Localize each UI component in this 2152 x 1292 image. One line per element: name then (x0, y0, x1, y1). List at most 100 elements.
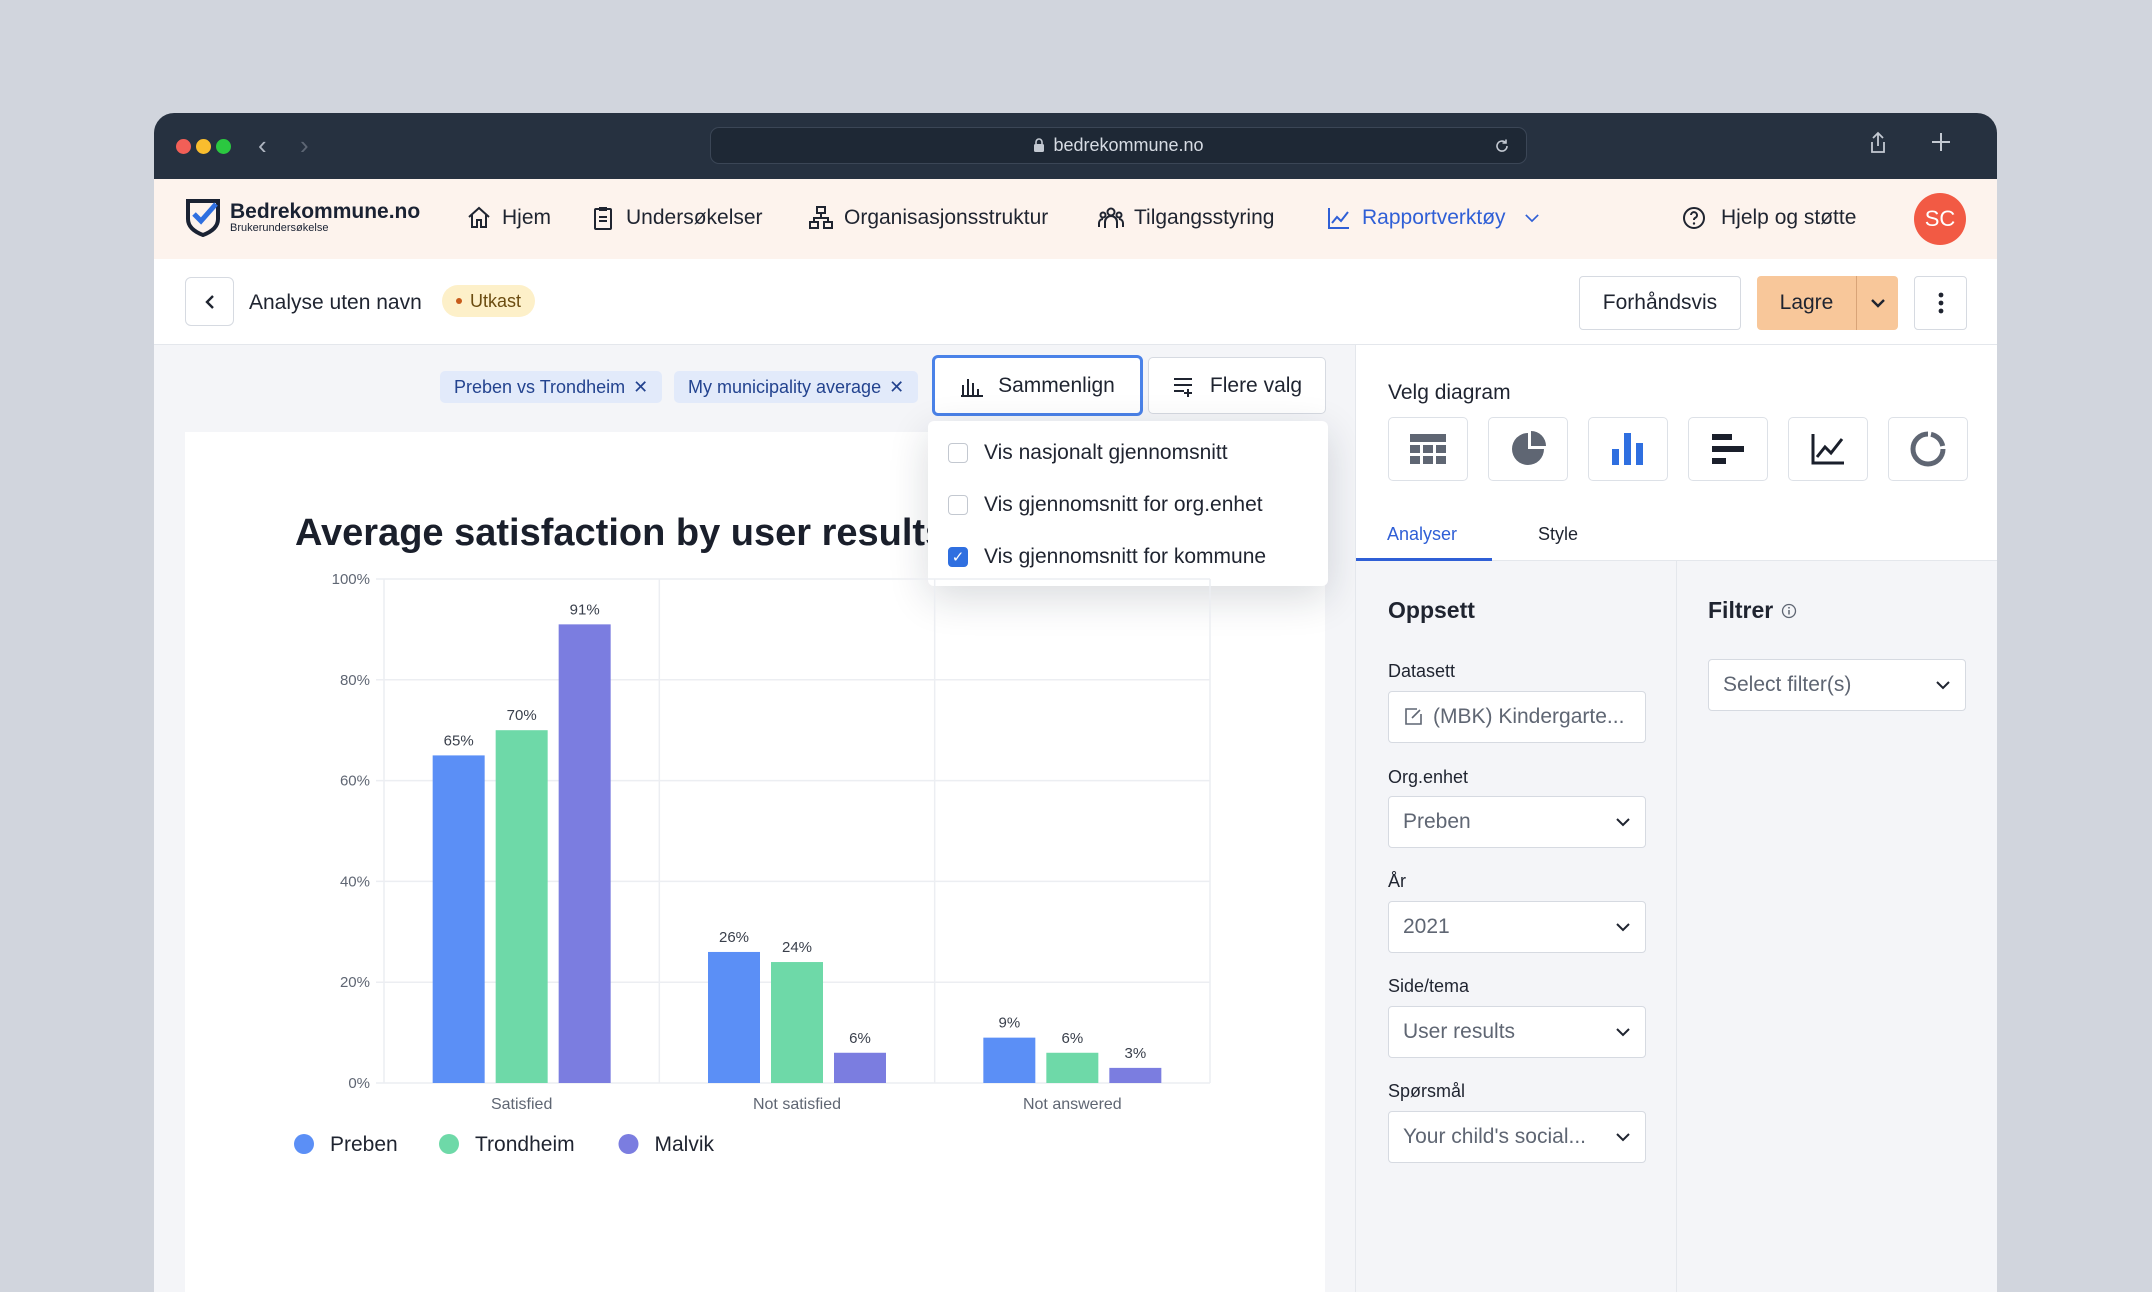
compare-option-label: Vis nasjonalt gjennomsnitt (984, 441, 1228, 464)
chart-type-donut[interactable] (1888, 417, 1968, 481)
compare-dropdown-menu: Vis nasjonalt gjennomsnitt Vis gjennomsn… (928, 421, 1328, 586)
checkbox-checked[interactable]: ✓ (948, 547, 968, 567)
compare-option-national[interactable]: Vis nasjonalt gjennomsnitt (948, 441, 1228, 465)
data-label: 6% (849, 1030, 871, 1047)
chevron-down-icon (1616, 1028, 1630, 1037)
chevron-down-icon (1936, 681, 1950, 690)
brand-logo[interactable]: Bedrekommune.no Brukerundersøkelse (184, 197, 420, 237)
data-label: 26% (719, 929, 749, 946)
edit-icon (1405, 708, 1422, 725)
setup-heading: Oppsett (1388, 597, 1475, 623)
chevron-down-icon (1524, 214, 1539, 223)
more-actions-button[interactable] (1914, 276, 1967, 330)
share-icon[interactable] (1868, 131, 1888, 155)
question-select[interactable]: Your child's social... (1388, 1111, 1646, 1163)
active-tab-indicator (1356, 558, 1492, 561)
save-button[interactable]: Lagre (1757, 276, 1857, 330)
legend-swatch (618, 1134, 639, 1154)
nav-item-report-tool[interactable]: Rapportverktøy (1326, 205, 1542, 231)
tab-style[interactable]: Style (1538, 524, 1579, 544)
line-chart-icon (1328, 208, 1349, 229)
info-icon[interactable] (1781, 603, 1797, 619)
chevron-down-icon (1616, 923, 1630, 932)
remove-chip-icon[interactable]: ✕ (633, 376, 649, 397)
filter-select[interactable]: Select filter(s) (1708, 659, 1966, 711)
shield-check-icon (186, 199, 220, 237)
bar-chart: 0% 20% 40% 60% 80% 100% 65% 70% 91% Satisfied 26% 2… (294, 571, 1211, 1156)
brand-name: Bedrekommune.no (230, 199, 421, 223)
x-tick-label: Not satisfied (753, 1096, 841, 1113)
close-window-button[interactable] (176, 139, 191, 154)
chart-type-line[interactable] (1788, 417, 1868, 481)
compare-button[interactable]: Sammenlign (932, 355, 1143, 416)
x-tick-label: Not answered (1023, 1096, 1122, 1113)
nav-item-home[interactable]: Hjem (466, 205, 551, 231)
compare-option-org-unit[interactable]: Vis gjennomsnitt for org.enhet (948, 493, 1263, 517)
lock-icon (1034, 138, 1045, 152)
legend-label: Malvik (655, 1133, 715, 1156)
y-tick-label: 20% (340, 974, 370, 991)
page-theme-label: Side/tema (1388, 976, 1470, 996)
minimize-window-button[interactable] (196, 139, 211, 154)
filter-placeholder: Select filter(s) (1723, 673, 1852, 696)
year-select[interactable]: 2021 (1388, 901, 1646, 953)
chart-type-table[interactable] (1388, 417, 1468, 481)
save-button-group: Lagre (1757, 276, 1898, 330)
tab-analyze[interactable]: Analyser (1387, 524, 1458, 544)
dataset-value: (MBK) Kindergarte... (1433, 705, 1625, 728)
analysis-toolbar: Analyse uten navn Utkast Forhåndsvis Lag… (154, 259, 1997, 345)
users-icon (1098, 207, 1124, 228)
nav-item-access[interactable]: Tilgangsstyring (1098, 205, 1274, 231)
user-avatar[interactable]: SC (1914, 193, 1966, 245)
compare-option-municipality[interactable]: ✓ Vis gjennomsnitt for kommune (948, 545, 1266, 569)
question-value: Your child's social... (1403, 1125, 1586, 1148)
dataset-field[interactable]: (MBK) Kindergarte... (1388, 691, 1646, 743)
analysis-title[interactable]: Analyse uten navn (249, 291, 422, 314)
bar-chart-icon (1612, 433, 1643, 465)
url-bar[interactable]: bedrekommune.no (710, 127, 1527, 164)
data-label: 70% (507, 707, 537, 724)
browser-forward-icon[interactable]: › (300, 130, 309, 160)
chart-type-pie[interactable] (1488, 417, 1568, 481)
panel-settings-area: Oppsett Datasett (MBK) Kindergarte... Or… (1356, 561, 1997, 1292)
new-tab-icon[interactable] (1930, 131, 1952, 153)
legend-swatch (439, 1134, 459, 1154)
nav-item-label: Undersøkelser (626, 206, 763, 229)
org-unit-label: Org.enhet (1388, 767, 1469, 787)
remove-chip-icon[interactable]: ✕ (889, 376, 905, 397)
reload-icon[interactable] (1494, 138, 1510, 154)
chart-type-bar[interactable] (1588, 417, 1668, 481)
chevron-down-icon (1616, 818, 1630, 827)
chevron-down-icon (1870, 299, 1885, 308)
chart-workspace: Preben vs Trondheim ✕ My municipality av… (154, 345, 1355, 1292)
nav-item-surveys[interactable]: Undersøkelser (590, 205, 763, 231)
preview-button[interactable]: Forhåndsvis (1579, 276, 1741, 330)
save-options-button[interactable] (1857, 276, 1898, 330)
checkbox[interactable] (948, 443, 968, 463)
nav-item-organization[interactable]: Organisasjonsstruktur (808, 205, 1048, 231)
page-theme-select[interactable]: User results (1388, 1006, 1646, 1058)
url-text: bedrekommune.no (1053, 135, 1204, 155)
data-label: 3% (1124, 1045, 1146, 1062)
data-label: 91% (570, 601, 600, 618)
maximize-window-button[interactable] (216, 139, 231, 154)
back-button[interactable] (185, 277, 234, 326)
bar (1109, 1067, 1162, 1083)
checkbox[interactable] (948, 495, 968, 515)
help-circle-icon (1683, 207, 1705, 229)
chevron-left-icon (204, 294, 214, 309)
chart-picker-label: Velg diagram (1388, 381, 1511, 404)
status-badge: Utkast (442, 285, 536, 317)
brand-tagline: Brukerundersøkelse (230, 221, 329, 234)
list-add-icon (1173, 377, 1192, 397)
chart-title: Average satisfaction by user results (295, 512, 947, 554)
help-link[interactable]: Hjelp og støtte (1681, 205, 1856, 231)
filter-chip[interactable]: Preben vs Trondheim ✕ (440, 371, 663, 403)
chart-type-horizontal-bar[interactable] (1688, 417, 1768, 481)
filter-chip[interactable]: My municipality average ✕ (674, 371, 919, 403)
bar (983, 1037, 1036, 1083)
browser-back-icon[interactable]: ‹ (258, 130, 267, 160)
more-options-button[interactable]: Flere valg (1148, 357, 1326, 414)
org-unit-select[interactable]: Preben (1388, 796, 1646, 848)
org-unit-value: Preben (1403, 810, 1471, 833)
